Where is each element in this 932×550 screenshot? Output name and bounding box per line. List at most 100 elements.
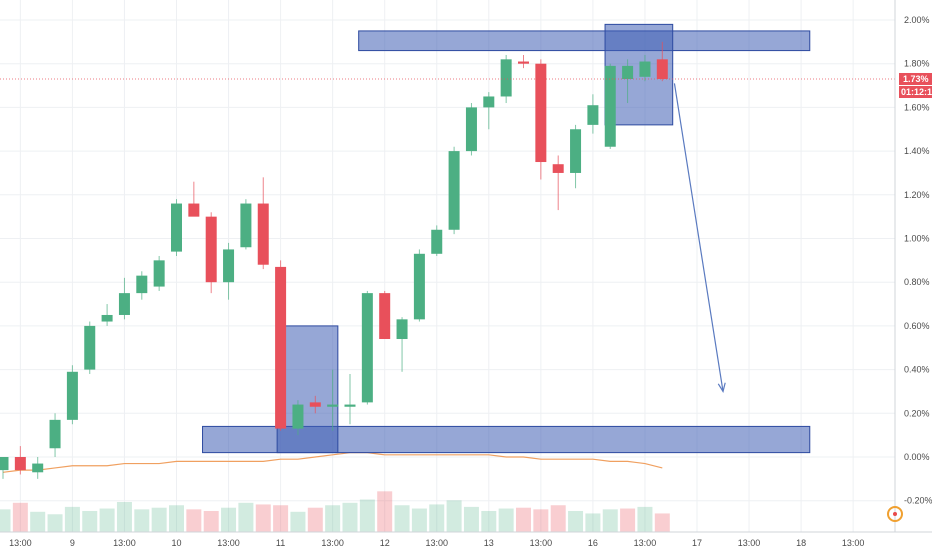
volume-bar (516, 507, 531, 532)
replay-target-icon[interactable] (887, 506, 903, 522)
volume-bar (568, 510, 584, 532)
y-tick-label: 1.40% (904, 146, 930, 156)
volume-bar (116, 501, 132, 532)
candle-body (292, 404, 304, 429)
volume-bar (602, 509, 618, 532)
y-tick-label: -0.20% (904, 496, 932, 506)
y-tick-label: 0.80% (904, 277, 930, 287)
x-tick-label: 12 (380, 538, 390, 548)
volume-bar (151, 507, 167, 532)
x-tick-label: 11 (276, 538, 285, 548)
candle-body (622, 65, 634, 79)
candle-body (483, 96, 495, 108)
x-tick-label: 18 (796, 538, 806, 548)
x-tick-label: 13:00 (425, 538, 448, 548)
y-tick-label: 0.40% (904, 365, 930, 375)
volume-bar (99, 508, 115, 532)
volume-bar (255, 504, 271, 532)
candle-body (309, 402, 321, 407)
volume-bar (411, 508, 427, 532)
x-tick-label: 13 (484, 538, 494, 548)
volume-bar (377, 491, 393, 532)
y-tick-label: 0.60% (904, 321, 930, 331)
volume-bar (481, 510, 497, 532)
candle-body (570, 129, 582, 173)
candle-body (14, 457, 26, 471)
y-tick-label: 1.80% (904, 59, 930, 69)
volume-bar (238, 502, 254, 532)
x-tick-label: 17 (692, 538, 702, 548)
volume-bar (290, 511, 306, 532)
candle-body (49, 419, 61, 449)
volume-bar (273, 505, 289, 532)
x-tick-label: 13:00 (530, 538, 553, 548)
countdown-badge (899, 85, 932, 98)
moving-average-line (2, 452, 663, 473)
countdown-label: 01:12:16 (901, 87, 932, 97)
candle-body (327, 404, 339, 407)
volume-bar (359, 499, 375, 532)
volume-bar (637, 506, 653, 532)
x-tick-label: 16 (588, 538, 598, 548)
x-tick-label: 13:00 (842, 538, 865, 548)
volume-bar (186, 509, 202, 532)
candle-body (587, 105, 599, 125)
volume-bar (394, 505, 410, 532)
y-tick-label: 1.20% (904, 190, 930, 200)
candles (0, 41, 668, 479)
candle-body (413, 253, 425, 320)
candle-body (240, 203, 252, 248)
volume-bar (429, 504, 445, 532)
volume-bar (0, 509, 11, 532)
candle-body (101, 314, 113, 322)
last-price-label: 1.73% (903, 74, 929, 84)
candle-body (0, 457, 9, 471)
volume-bar (47, 514, 63, 532)
y-tick-label: 1.00% (904, 234, 930, 244)
candle-body (379, 293, 391, 340)
candle-body (223, 249, 235, 283)
volume-bar (498, 508, 514, 532)
volume-bar (221, 507, 237, 532)
candle-body (361, 293, 373, 403)
forecast-arrow-line (673, 83, 724, 392)
candle-body (431, 229, 443, 254)
volume-bars (0, 491, 670, 532)
volume-bar (134, 509, 150, 532)
x-tick-label: 10 (171, 538, 181, 548)
volume-bar (12, 502, 28, 532)
resistance-zone (358, 30, 811, 52)
candle-body (535, 63, 547, 163)
volume-bar (533, 509, 549, 532)
candle-body (552, 164, 564, 173)
candle-body (153, 260, 165, 287)
volume-bar (203, 510, 219, 532)
x-tick-label: 13:00 (113, 538, 136, 548)
candle-body (500, 59, 512, 97)
candle-body (344, 404, 356, 407)
volume-bar (620, 508, 636, 532)
volume-bar (64, 506, 80, 532)
candle-body (465, 107, 477, 152)
candle-body (84, 325, 96, 370)
volume-bar (446, 500, 462, 532)
candle-body (448, 151, 460, 230)
x-tick-label: 13:00 (9, 538, 32, 548)
candle-body (257, 203, 269, 265)
x-tick-label: 13:00 (738, 538, 761, 548)
y-tick-label: 1.60% (904, 102, 930, 112)
candle-body (32, 463, 44, 473)
volume-bar (82, 510, 98, 532)
volume-bar (342, 502, 358, 532)
volume-bar (550, 505, 566, 532)
candle-body (188, 203, 200, 217)
forecast-arrow-head (717, 382, 726, 393)
volume-bar (585, 513, 601, 532)
candle-body (118, 293, 130, 315)
last-price-badge (899, 72, 932, 85)
x-tick-label: 13:00 (217, 538, 240, 548)
y-tick-label: 2.00% (904, 15, 930, 25)
bottom-range-box (276, 325, 339, 454)
candle-body (275, 266, 287, 429)
